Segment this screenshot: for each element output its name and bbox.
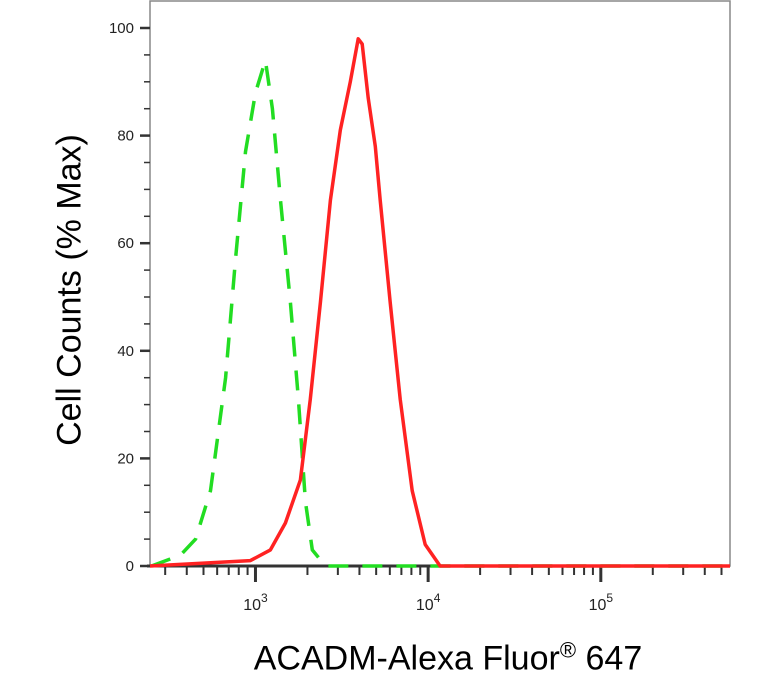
- y-tick-label: 20: [117, 450, 134, 467]
- x-axis-label-main: ACADM-Alexa Fluor: [253, 639, 560, 678]
- y-tick-label: 80: [117, 128, 134, 145]
- plot-frame: [149, 0, 731, 567]
- y-tick-label: 60: [117, 235, 134, 252]
- x-axis-label: ACADM-Alexa Fluor® 647: [254, 637, 642, 678]
- x-axis-label-end: 647: [576, 639, 643, 678]
- control-histogram-line: [150, 58, 730, 568]
- registered-mark: ®: [559, 637, 577, 663]
- y-tick-label: 40: [117, 343, 134, 360]
- x-tick-label: 105: [589, 591, 614, 614]
- y-tick-label: 100: [109, 20, 134, 37]
- y-tick-label: 0: [126, 558, 134, 575]
- sample-histogram-line: [149, 37, 730, 568]
- x-tick-label: 103: [243, 591, 268, 614]
- y-axis-label: Cell Counts (% Max): [50, 134, 89, 446]
- x-tick-label: 104: [416, 591, 441, 614]
